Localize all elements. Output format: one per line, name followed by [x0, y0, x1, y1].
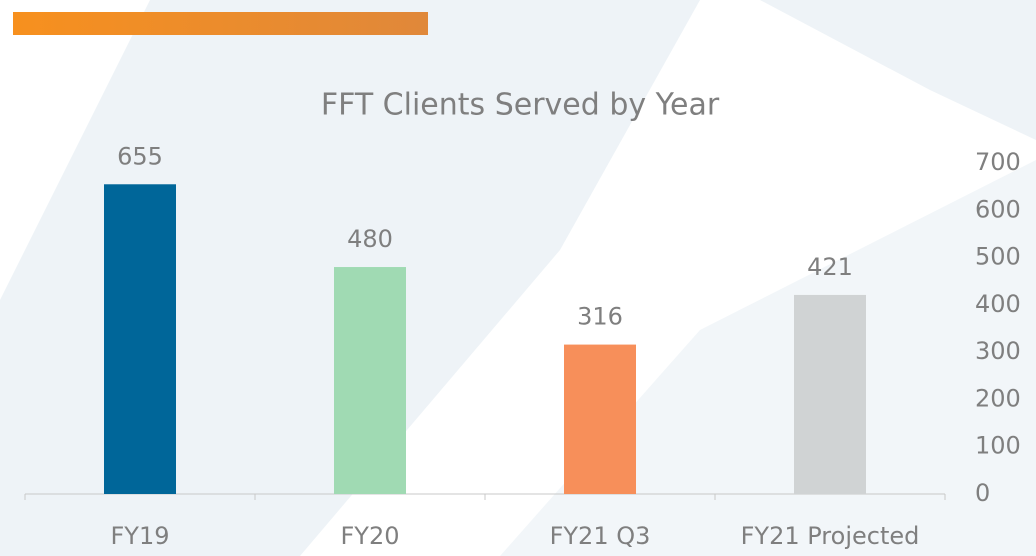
bar [564, 344, 636, 494]
x-tick-label: FY20 [340, 522, 399, 550]
chart-title: FFT Clients Served by Year [321, 88, 720, 123]
data-label: 480 [347, 225, 393, 253]
data-label: 316 [577, 303, 623, 331]
y-tick-label: 0 [975, 479, 990, 507]
x-tick-label: FY19 [110, 522, 169, 550]
bar [104, 184, 176, 494]
bar [334, 267, 406, 494]
y-tick-label: 600 [975, 195, 1021, 223]
bar [794, 294, 866, 494]
x-tick-label: FY21 Projected [741, 522, 920, 550]
y-tick-label: 500 [975, 243, 1021, 271]
y-tick-label: 200 [975, 384, 1021, 412]
data-label: 421 [807, 253, 853, 281]
data-label: 655 [117, 142, 163, 170]
y-tick-label: 700 [975, 148, 1021, 176]
background-shape [760, 0, 1036, 140]
accent-bar [13, 12, 428, 35]
y-tick-label: 400 [975, 290, 1021, 318]
x-tick-label: FY21 Q3 [550, 522, 651, 550]
y-tick-label: 300 [975, 337, 1021, 365]
y-tick-label: 100 [975, 432, 1021, 460]
